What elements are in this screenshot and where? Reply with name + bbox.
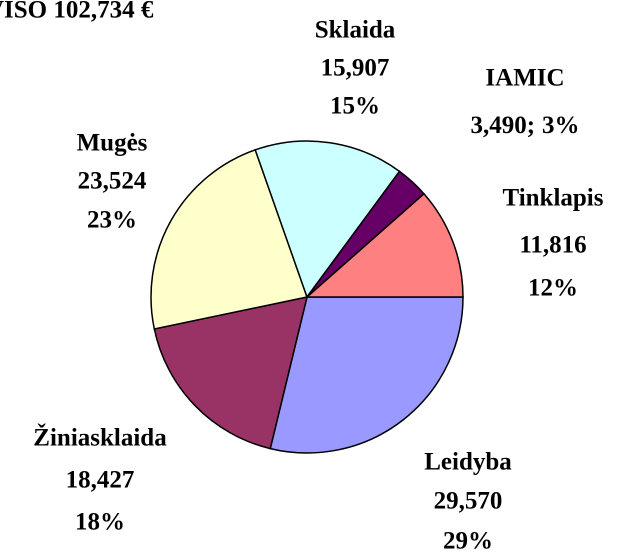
slice-label-name: IAMIC	[485, 65, 564, 92]
slice-label-name: Leidyba	[424, 449, 512, 476]
slice-percent-label: 15%	[330, 93, 380, 120]
slice-label: 3,490; 3%	[470, 112, 579, 139]
slice-percent-label: 18%	[75, 509, 125, 536]
slice-value-label: 11,816	[519, 232, 586, 259]
slice-value-label: 15,907	[321, 55, 390, 82]
slice-label-name: Tinklapis	[502, 185, 603, 212]
slice-percent-label: 29%	[443, 528, 493, 553]
slice-value-label: 23,524	[78, 168, 147, 195]
slice-percent-label: 3%	[542, 112, 580, 139]
slice-label-name: Žiniasklaida	[33, 424, 167, 452]
slice-value-label: 29,570	[434, 488, 503, 515]
slice-label-name: Sklaida	[315, 17, 396, 44]
pie-slice	[269, 296, 464, 454]
slice-percent-label: 12%	[528, 275, 578, 302]
pie-slice	[150, 148, 308, 330]
slice-value-label: 18,427	[66, 467, 135, 494]
slice-percent-label: 23%	[87, 207, 137, 234]
pie-slice	[254, 140, 401, 299]
chart-title: VISO 102,734 €	[0, 0, 154, 24]
slice-value-label: 3,490;	[470, 112, 535, 139]
slice-label-name: Mugės	[77, 130, 148, 157]
pie-slice	[153, 296, 309, 450]
pie-slice	[305, 192, 464, 298]
